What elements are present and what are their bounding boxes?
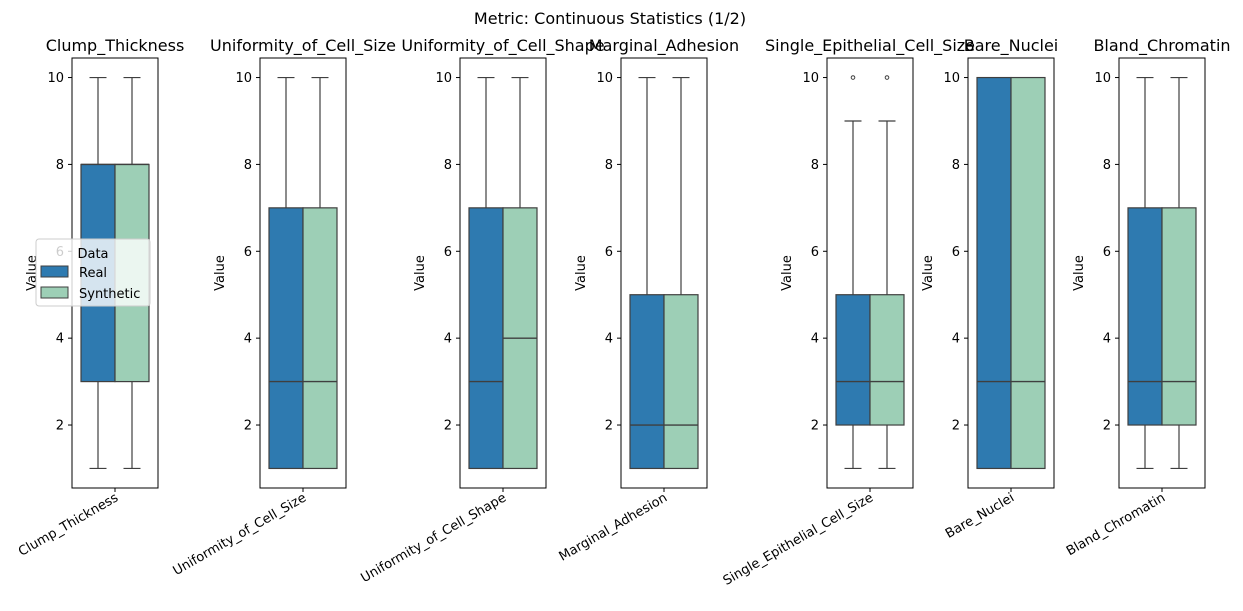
box-real-6 (976, 76, 1012, 470)
y-axis-label: Value (574, 255, 589, 291)
x-tick-label: Bland_Chromatin (1064, 490, 1168, 559)
legend: Data Real Synthetic (35, 238, 151, 307)
y-tick-label: 10 (943, 71, 960, 86)
x-tick-label: Marginal_Adhesion (557, 490, 670, 564)
box-body (302, 207, 338, 470)
y-tick-label: 6 (244, 245, 252, 260)
outlier-point (850, 75, 856, 80)
panel-title: Single_Epithelial_Cell_Size (765, 36, 975, 56)
y-tick-label: 2 (1103, 419, 1111, 434)
y-tick-label: 6 (811, 245, 819, 260)
legend-label-synthetic: Synthetic (79, 287, 140, 302)
y-tick-label: 10 (802, 71, 819, 86)
box-synthetic-5 (869, 75, 905, 470)
y-tick-label: 8 (952, 158, 960, 173)
y-tick-label: 2 (952, 419, 960, 434)
y-tick-label: 2 (605, 419, 613, 434)
panel-6: 2 4 6 8 10 Value Bare_Nuclei Bare_Nuclei (921, 36, 1058, 542)
y-tick-label: 8 (811, 158, 819, 173)
box-body (1161, 207, 1197, 426)
y-tick-label: 8 (56, 158, 64, 173)
panel-2: 2 4 6 8 10 Value Uniformity_of_Cell_Size Unifor… (171, 36, 396, 579)
y-tick-label: 6 (952, 245, 960, 260)
box-synthetic-4 (663, 76, 699, 470)
y-tick-label: 2 (811, 419, 819, 434)
y-axis-label: Value (213, 255, 228, 291)
panel-title: Marginal_Adhesion (589, 36, 739, 56)
y-tick-label: 2 (444, 419, 452, 434)
box-synthetic-6 (1010, 76, 1046, 470)
panel-title: Bare_Nuclei (964, 36, 1059, 56)
y-tick-label: 4 (605, 332, 613, 347)
y-tick-label: 8 (244, 158, 252, 173)
x-tick-label: Clump_Thickness (16, 490, 121, 559)
panel-title: Uniformity_of_Cell_Shape (401, 36, 604, 56)
y-tick-label: 4 (56, 332, 64, 347)
box-real-5 (835, 75, 871, 470)
y-tick-label: 6 (1103, 245, 1111, 260)
panel-title: Bland_Chromatin (1093, 36, 1230, 56)
figure-title: Metric: Continuous Statistics (1/2) (474, 9, 746, 28)
legend-swatch-real (40, 265, 69, 278)
legend-title: Data (77, 247, 108, 262)
y-axis-label: Value (780, 255, 795, 291)
y-tick-label: 10 (435, 71, 452, 86)
box-body (268, 207, 304, 470)
y-tick-label: 4 (952, 332, 960, 347)
box-body (869, 294, 905, 426)
y-tick-label: 4 (444, 332, 452, 347)
box-real-4 (629, 76, 665, 470)
legend-swatch-synthetic (40, 286, 69, 299)
x-tick-label: Uniformity_of_Cell_Size (171, 490, 309, 579)
y-tick-label: 4 (244, 332, 252, 347)
box-synthetic-2 (302, 76, 338, 470)
x-tick-label: Uniformity_of_Cell_Shape (358, 490, 509, 586)
y-tick-label: 8 (1103, 158, 1111, 173)
y-axis-label: Value (1072, 255, 1087, 291)
y-tick-label: 10 (47, 71, 64, 86)
box-body (629, 294, 665, 470)
y-tick-label: 2 (244, 419, 252, 434)
y-tick-label: 8 (605, 158, 613, 173)
box-body (1010, 76, 1046, 470)
panel-title: Uniformity_of_Cell_Size (210, 36, 396, 56)
panel-3: 2 4 6 8 10 Value Uniformity_of_Cell_Shape Unifo… (358, 36, 604, 586)
panel-7: 2 4 6 8 10 Value Bland_Chromatin Bland_Chromati… (1064, 36, 1231, 559)
box-synthetic-7 (1161, 76, 1197, 470)
y-tick-label: 2 (56, 419, 64, 434)
box-synthetic-3 (502, 76, 538, 470)
box-body (1127, 207, 1163, 426)
y-tick-label: 6 (605, 245, 613, 260)
y-tick-label: 4 (1103, 332, 1111, 347)
legend-label-real: Real (79, 266, 107, 281)
y-tick-label: 10 (1094, 71, 1111, 86)
outlier-point (884, 75, 890, 80)
y-tick-label: 4 (811, 332, 819, 347)
y-tick-label: 10 (235, 71, 252, 86)
panel-4: 2 4 6 8 10 Value Marginal_Adhesion Marginal_Adh… (557, 36, 740, 565)
panel-title: Clump_Thickness (46, 36, 185, 56)
box-real-2 (268, 76, 304, 470)
y-tick-label: 8 (444, 158, 452, 173)
y-axis-label: Value (413, 255, 428, 291)
y-axis-label: Value (921, 255, 936, 291)
box-real-7 (1127, 76, 1163, 470)
x-tick-label: Bare_Nuclei (943, 490, 1017, 541)
y-tick-label: 10 (596, 71, 613, 86)
box-body (976, 76, 1012, 470)
box-body (468, 207, 504, 470)
box-body (663, 294, 699, 470)
panel-5: 2 4 6 8 10 Value Single_Epithelial_Cell_Size Si… (721, 36, 975, 589)
box-body (835, 294, 871, 426)
x-tick-label: Single_Epithelial_Cell_Size (721, 490, 876, 588)
box-real-3 (468, 76, 504, 470)
y-tick-label: 6 (444, 245, 452, 260)
